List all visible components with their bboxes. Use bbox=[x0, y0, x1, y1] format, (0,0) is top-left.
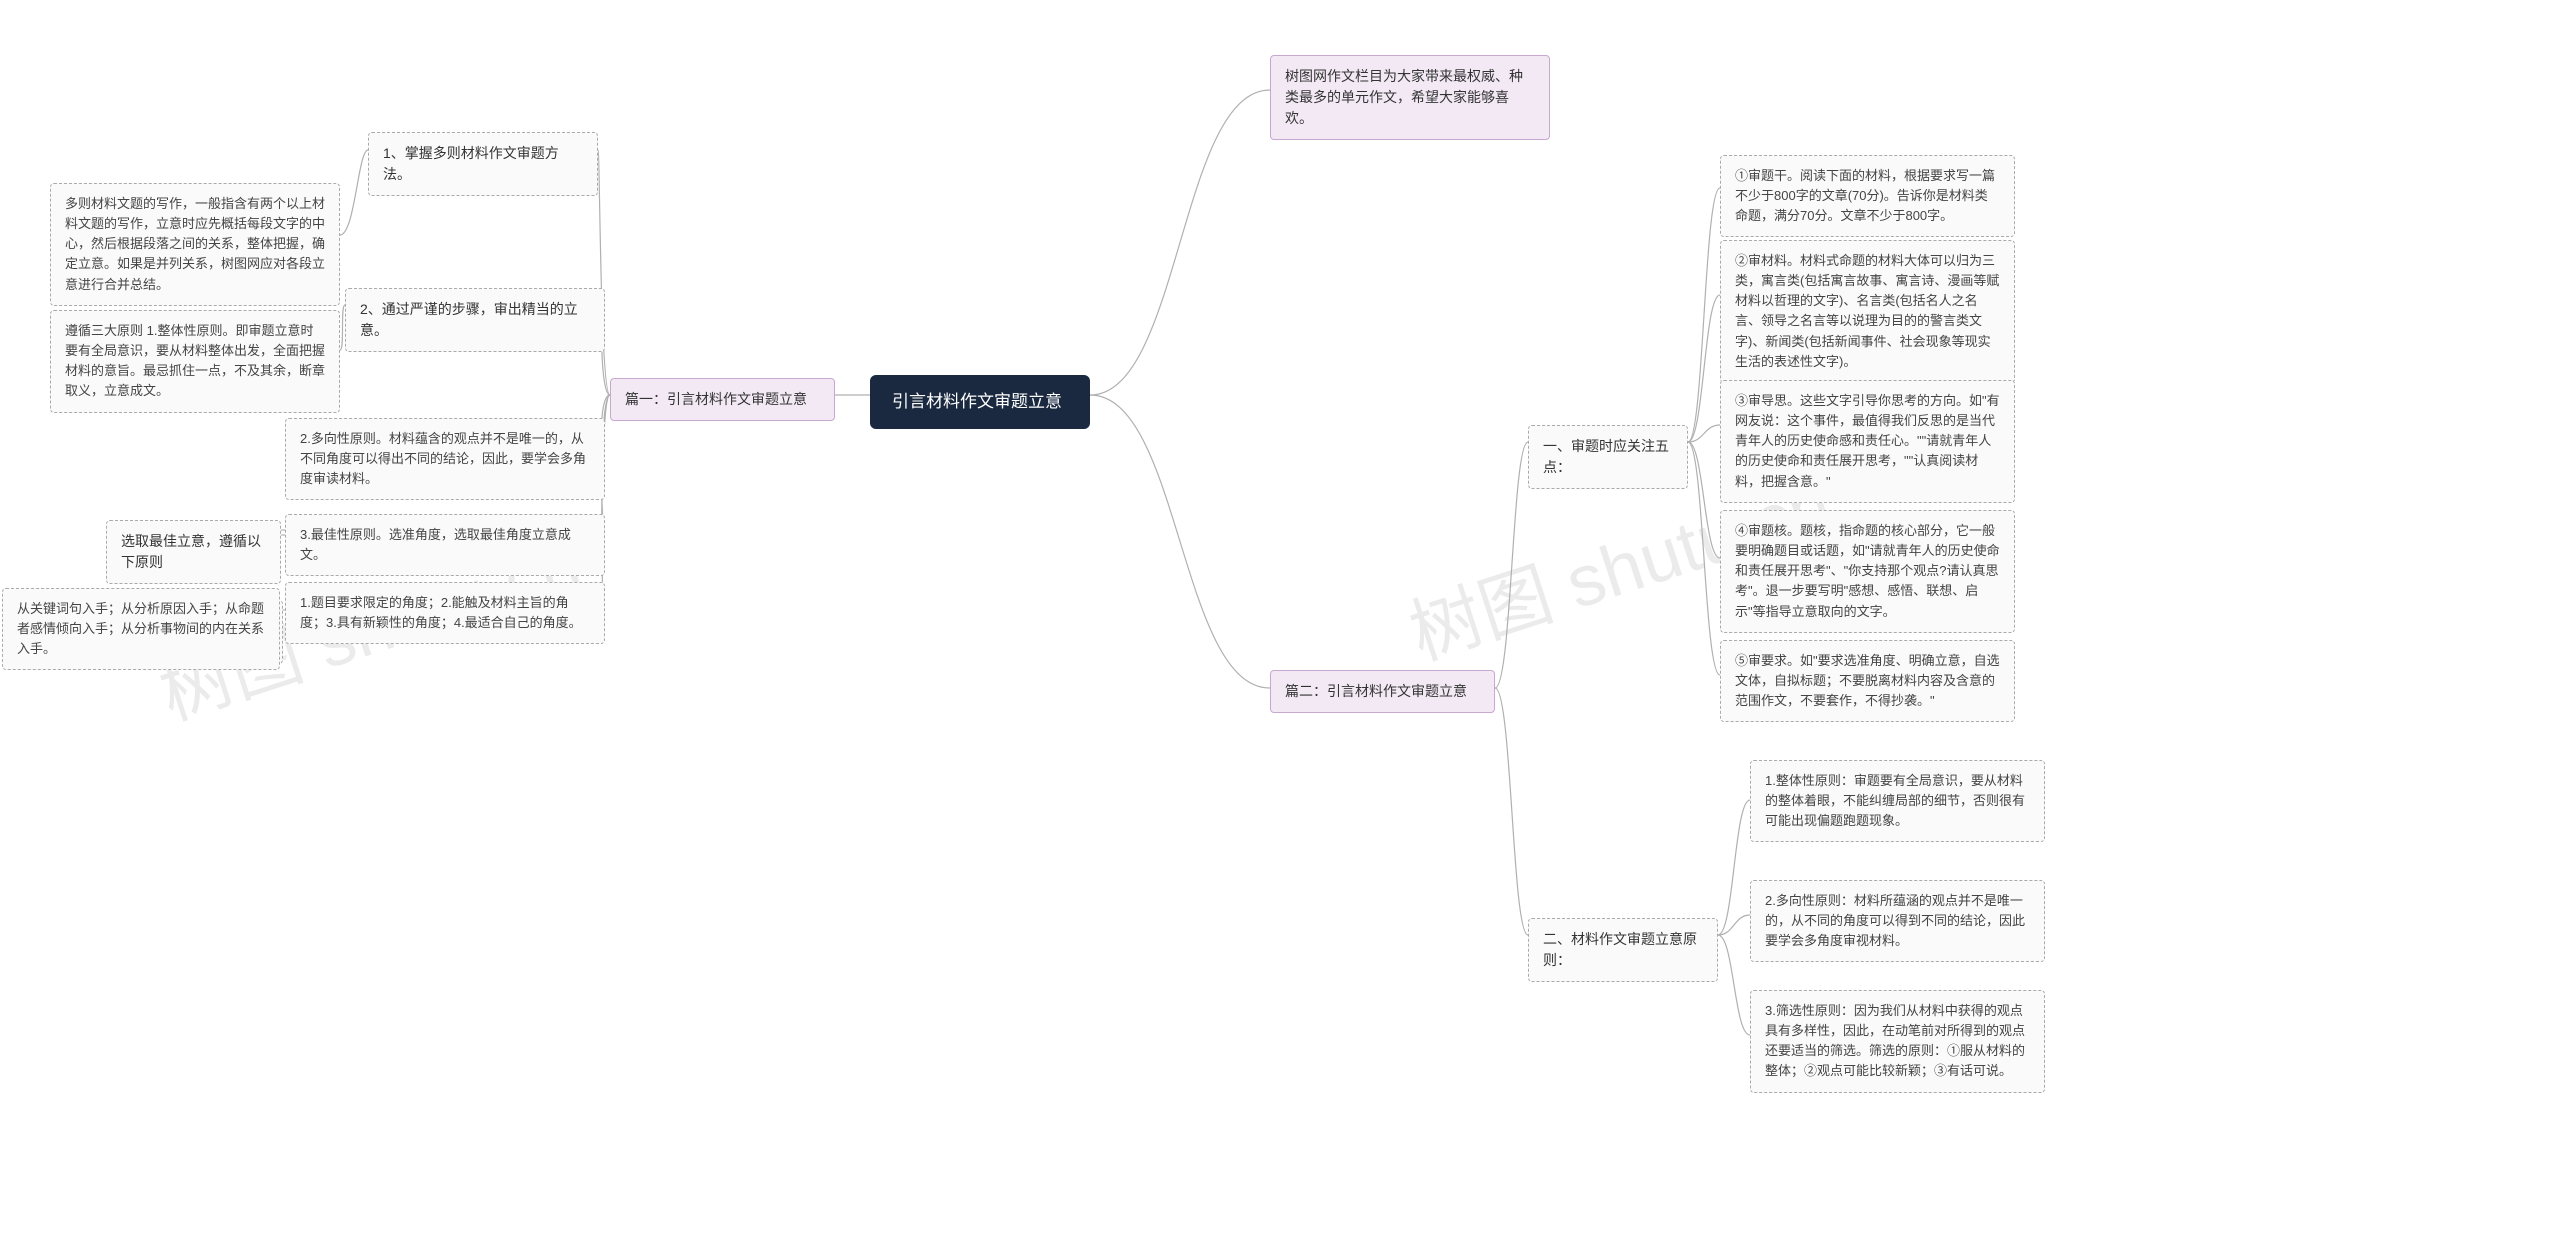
s2-sub2-label: 二、材料作文审题立意原则： bbox=[1528, 918, 1718, 982]
intro-node: 树图网作文栏目为大家带来最权威、种类最多的单元作文，希望大家能够喜欢。 bbox=[1270, 55, 1550, 140]
s1-item-1: 1、掌握多则材料作文审题方法。 bbox=[368, 132, 598, 196]
s2-sub2-item-1: 1.整体性原则：审题要有全局意识，要从材料的整体着眼，不能纠缠局部的细节，否则很… bbox=[1750, 760, 2045, 842]
s1-farleft-2: 遵循三大原则 1.整体性原则。即审题立意时要有全局意识，要从材料整体出发，全面把… bbox=[50, 310, 340, 413]
s1-item-3: 2.多向性原则。材料蕴含的观点并不是唯一的，从不同角度可以得出不同的结论，因此，… bbox=[285, 418, 605, 500]
s1-sublabel-1: 选取最佳立意，遵循以下原则 bbox=[106, 520, 281, 584]
s2-sub2-item-3: 3.筛选性原则：因为我们从材料中获得的观点具有多样性，因此，在动笔前对所得到的观… bbox=[1750, 990, 2045, 1093]
s2-sub1-item-3: ③审导思。这些文字引导你思考的方向。如"有网友说：这个事件，最值得我们反思的是当… bbox=[1720, 380, 2015, 503]
section2-label: 篇二：引言材料作文审题立意 bbox=[1270, 670, 1495, 713]
s1-item-4: 3.最佳性原则。选准角度，选取最佳角度立意成文。 bbox=[285, 514, 605, 576]
s2-sub1-item-5: ⑤审要求。如"要求选准角度、明确立意，自选文体，自拟标题；不要脱离材料内容及含意… bbox=[1720, 640, 2015, 722]
s1-item-5: 1.题目要求限定的角度；2.能触及材料主旨的角度；3.具有新颖性的角度；4.最适… bbox=[285, 582, 605, 644]
s2-sub2-item-2: 2.多向性原则：材料所蕴涵的观点并不是唯一的，从不同的角度可以得到不同的结论，因… bbox=[1750, 880, 2045, 962]
s2-sub1-item-2: ②审材料。材料式命题的材料大体可以归为三类，寓言类(包括寓言故事、寓言诗、漫画等… bbox=[1720, 240, 2015, 383]
s1-item-2: 2、通过严谨的步骤，审出精当的立意。 bbox=[345, 288, 605, 352]
section1-label: 篇一：引言材料作文审题立意 bbox=[610, 378, 835, 421]
s1-farleft-3: 从关键词句入手；从分析原因入手；从命题者感情倾向入手；从分析事物间的内在关系入手… bbox=[2, 588, 280, 670]
s2-sub1-item-1: ①审题干。阅读下面的材料，根据要求写一篇不少于800字的文章(70分)。告诉你是… bbox=[1720, 155, 2015, 237]
s1-farleft-1: 多则材料文题的写作，一般指含有两个以上材料文题的写作，立意时应先概括每段文字的中… bbox=[50, 183, 340, 306]
s2-sub1-item-4: ④审题核。题核，指命题的核心部分，它一般要明确题目或话题，如"请就青年人的历史使… bbox=[1720, 510, 2015, 633]
s2-sub1-label: 一、审题时应关注五点： bbox=[1528, 425, 1688, 489]
root-node: 引言材料作文审题立意 bbox=[870, 375, 1090, 429]
